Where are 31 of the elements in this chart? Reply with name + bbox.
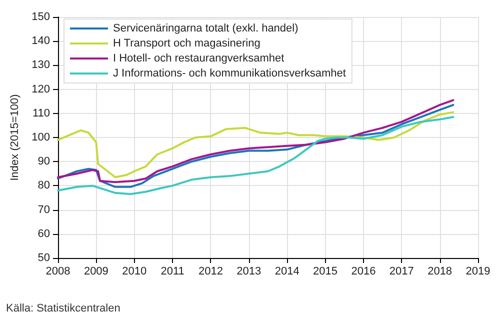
x-tick-label: 2011 (160, 266, 184, 278)
line-series (57, 111, 454, 178)
x-tick-label: 2009 (84, 266, 108, 278)
x-tick-label: 2012 (198, 266, 223, 278)
y-tick-label: 90 (38, 156, 50, 168)
legend-label: I Hotell- och restaurangverksamhet (113, 52, 284, 64)
y-tick-label: 80 (38, 180, 50, 192)
x-tick-label: 2014 (274, 266, 300, 278)
legend-label: Servicenäringarna totalt (exkl. handel) (113, 22, 298, 34)
y-tick-label: 70 (38, 204, 50, 216)
y-tick-label: 140 (32, 35, 50, 48)
y-tick-label: 60 (38, 228, 50, 240)
legend-label: J Informations- och kommunikationsverksamhet (113, 68, 346, 80)
y-tick-label: 130 (32, 59, 50, 72)
x-tick-label: 2016 (351, 266, 376, 278)
x-tick-label: 2019 (466, 266, 490, 278)
y-tick-label: 100 (32, 132, 50, 144)
y-tick-label: 110 (32, 107, 50, 120)
y-axis-title: Index (2015=100) (9, 94, 22, 181)
x-tick-label: 2010 (122, 266, 147, 278)
line-series (57, 116, 454, 196)
y-tick-label: 50 (38, 252, 50, 264)
x-tick-label: 2018 (428, 266, 452, 278)
x-tick-label: 2008 (46, 266, 70, 278)
x-tick-label: 2015 (313, 266, 338, 278)
y-tick-label: 120 (32, 83, 50, 96)
y-tick-label: 150 (32, 11, 50, 23)
legend-label: H Transport och magasinering (113, 38, 260, 50)
x-tick-label: 2017 (389, 266, 414, 278)
text: Källa: Statistikcentralen (6, 302, 120, 314)
x-tick-label: 2013 (236, 266, 262, 278)
